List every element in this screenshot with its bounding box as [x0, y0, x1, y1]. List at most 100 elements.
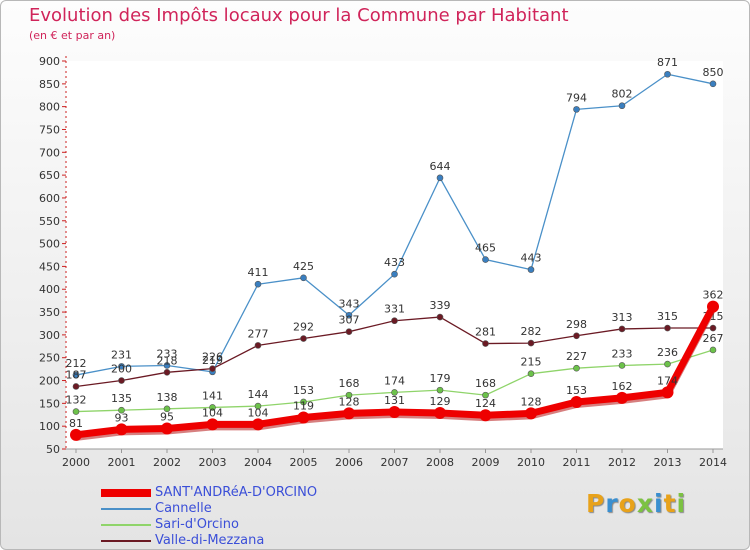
- x-tick-label: 2005: [290, 456, 318, 469]
- data-label: 162: [612, 380, 633, 393]
- data-point: [391, 317, 398, 325]
- data-label: 282: [521, 325, 542, 338]
- data-label: 179: [430, 372, 451, 385]
- logo-letter: i: [654, 489, 664, 518]
- y-tick-label: 300: [39, 329, 60, 342]
- y-tick-label: 50: [46, 443, 60, 456]
- data-point: [163, 362, 171, 369]
- data-point: [570, 395, 583, 408]
- data-point: [661, 386, 674, 399]
- data-label: 174: [384, 374, 405, 387]
- legend-label: Sari-d'Orcino: [155, 517, 239, 532]
- data-point: [709, 80, 717, 88]
- data-label: 227: [566, 350, 587, 363]
- data-label: 231: [111, 348, 132, 361]
- chart-subtitle: (en € et par an): [29, 29, 116, 42]
- legend-swatch: [101, 524, 151, 526]
- data-label: 362: [703, 289, 724, 302]
- data-point: [525, 407, 537, 420]
- legend-label: Cannelle: [155, 501, 212, 516]
- data-label: 433: [384, 256, 405, 269]
- data-point: [573, 106, 580, 113]
- data-point: [616, 391, 628, 404]
- data-label: 425: [293, 260, 314, 273]
- data-label: 128: [339, 395, 360, 408]
- data-point: [300, 335, 307, 342]
- y-tick-label: 600: [39, 192, 60, 205]
- x-tick-label: 2014: [699, 456, 727, 469]
- data-point: [163, 369, 171, 376]
- data-label: 124: [475, 397, 496, 410]
- data-label: 215: [521, 356, 542, 369]
- x-tick-label: 2010: [517, 456, 545, 469]
- data-label: 95: [160, 410, 174, 423]
- y-tick-label: 100: [39, 420, 60, 433]
- data-label: 315: [657, 310, 678, 323]
- chart-title: Evolution des Impôts locaux pour la Comm…: [29, 5, 569, 26]
- data-point: [482, 256, 489, 263]
- x-tick-label: 2006: [335, 456, 363, 469]
- data-point: [527, 339, 535, 347]
- data-point: [618, 102, 626, 110]
- y-tick-label: 750: [39, 123, 60, 136]
- x-tick-label: 2009: [472, 456, 500, 469]
- data-label: 236: [657, 346, 678, 359]
- data-point: [343, 407, 355, 420]
- data-label: 132: [66, 394, 87, 407]
- data-label: 129: [430, 395, 451, 408]
- data-point: [118, 363, 125, 370]
- x-tick-label: 2008: [426, 456, 454, 469]
- data-label: 138: [157, 391, 178, 404]
- data-point: [434, 406, 446, 419]
- data-point: [254, 402, 262, 410]
- data-label: 104: [248, 406, 269, 419]
- data-point: [300, 274, 307, 282]
- data-label: 313: [612, 311, 633, 324]
- data-label: 443: [521, 252, 542, 265]
- data-label: 281: [475, 326, 496, 339]
- data-point: [72, 383, 80, 390]
- data-point: [254, 342, 262, 349]
- legend-label: SANT'ANDRéA-D'ORCINO: [155, 485, 318, 500]
- data-point: [72, 371, 80, 379]
- data-point: [252, 418, 264, 431]
- data-point: [707, 300, 719, 313]
- data-label: 144: [248, 388, 269, 401]
- data-label: 131: [384, 394, 405, 407]
- data-label: 81: [69, 417, 83, 430]
- data-label: 465: [475, 242, 496, 255]
- data-label: 794: [566, 91, 587, 104]
- x-tick-label: 2011: [563, 456, 591, 469]
- data-point: [709, 346, 717, 354]
- x-tick-label: 2000: [62, 456, 90, 469]
- data-point: [209, 365, 216, 372]
- data-point: [479, 409, 492, 422]
- data-label: 298: [566, 318, 587, 331]
- y-tick-label: 350: [39, 306, 60, 319]
- legend-swatch: [101, 540, 151, 542]
- data-point: [118, 406, 125, 414]
- x-tick-label: 2007: [381, 456, 409, 469]
- data-label: 212: [66, 357, 87, 370]
- data-label: 307: [339, 314, 360, 327]
- y-tick-label: 450: [39, 260, 60, 273]
- y-tick-label: 900: [39, 55, 60, 68]
- data-label: 104: [202, 406, 223, 419]
- data-label: 93: [115, 411, 129, 424]
- data-point: [300, 398, 307, 406]
- data-label: 218: [157, 354, 178, 367]
- data-point: [436, 386, 444, 394]
- y-tick-label: 250: [39, 352, 60, 365]
- data-point: [206, 418, 219, 431]
- data-label: 119: [293, 400, 314, 413]
- data-point: [527, 266, 535, 273]
- data-label: 187: [66, 368, 87, 381]
- x-tick-label: 2002: [153, 456, 181, 469]
- data-label: 226: [202, 351, 223, 364]
- logo-letter: x: [636, 489, 654, 518]
- y-tick-label: 150: [39, 397, 60, 410]
- logo-letter: i: [676, 489, 687, 518]
- data-point: [709, 324, 717, 332]
